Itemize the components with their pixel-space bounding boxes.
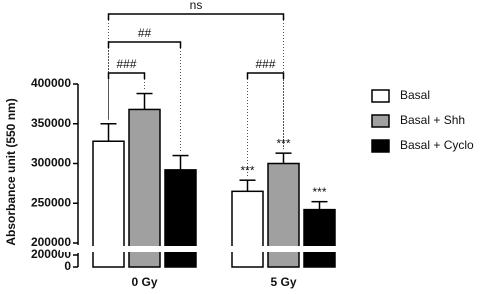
legend-swatch	[371, 139, 390, 153]
y-tick-label: 400000	[31, 76, 71, 90]
legend-swatch	[371, 114, 390, 128]
x-tick-label: 0 Gy	[131, 275, 157, 289]
bar	[231, 190, 264, 268]
y-tick-label: 200000	[31, 235, 71, 249]
legend-label: Basal + Shh	[400, 113, 465, 127]
significance-label: ***	[312, 185, 326, 199]
significance-label: ***	[276, 136, 290, 150]
y-tick-label: 300000	[31, 156, 71, 170]
bar	[128, 108, 161, 268]
bracket	[107, 13, 285, 20]
significance-label: ##	[138, 26, 152, 40]
y-axis-label: Absorbance unit (550 nm)	[4, 98, 18, 245]
y-tick-label: 350000	[31, 116, 71, 130]
legend-swatch	[371, 89, 390, 103]
significance-label: ###	[255, 57, 275, 71]
y-tick-label: 0	[64, 259, 71, 273]
bracket	[107, 72, 146, 79]
axis-break	[60, 246, 350, 252]
legend-label: Basal + Cyclo	[400, 138, 474, 152]
y-tick-label: 250000	[31, 195, 71, 209]
bar	[164, 169, 197, 268]
bracket	[107, 41, 182, 48]
significance-label: ***	[240, 163, 254, 177]
bracket	[246, 72, 285, 79]
x-tick-label: 5 Gy	[270, 275, 296, 289]
bar	[303, 208, 336, 268]
legend-label: Basal	[400, 88, 430, 102]
significance-label: ns	[190, 0, 203, 12]
significance-label: ###	[116, 57, 136, 71]
